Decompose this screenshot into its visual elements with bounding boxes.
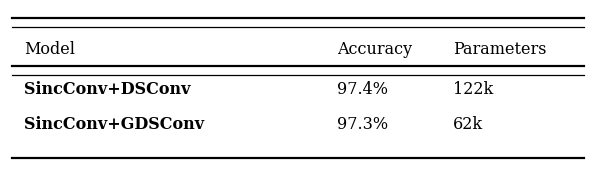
Text: Model: Model xyxy=(24,41,75,58)
Text: Parameters: Parameters xyxy=(453,41,547,58)
Text: Accuracy: Accuracy xyxy=(337,41,412,58)
Text: SincConv+GDSConv: SincConv+GDSConv xyxy=(24,116,204,133)
Text: 62k: 62k xyxy=(453,116,483,133)
Text: 122k: 122k xyxy=(453,80,493,98)
Text: SincConv+DSConv: SincConv+DSConv xyxy=(24,80,190,98)
Text: 97.3%: 97.3% xyxy=(337,116,388,133)
Text: 97.4%: 97.4% xyxy=(337,80,388,98)
